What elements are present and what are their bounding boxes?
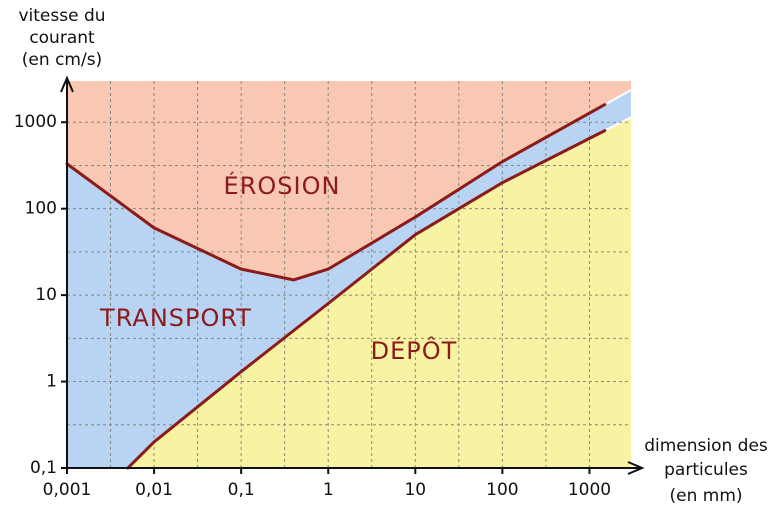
x-label: dimension des [644,436,768,456]
curves [65,103,607,470]
y-tick-label: 1000 [14,112,57,132]
x-axis-arrow [627,461,645,475]
y-label: vitesse du [18,6,105,26]
y-label: (en cm/s) [22,50,102,70]
x-tick-label: 0,01 [135,480,173,500]
region-label: ÉROSION [224,171,341,200]
y-axis-arrow [60,75,74,93]
y-label: courant [29,28,95,48]
deposit-region [127,117,632,468]
y-tick-label: 100 [25,199,57,219]
x-tick-label: 0,1 [228,480,255,500]
x-tick-label: 1 [323,480,334,500]
erosion-region [67,81,631,280]
x-label: (en mm) [669,486,742,506]
region-label: DÉPÔT [371,335,458,365]
region-boundary [604,116,632,132]
boundary-curve [126,129,607,470]
region-boundary [604,89,632,106]
y-tick-label: 1 [46,372,57,392]
regions [67,81,632,468]
axes [60,75,645,475]
x-tick-label: 10 [404,480,426,500]
x-label: particules [664,460,748,480]
y-tick-label: 0,1 [30,458,57,478]
x-tick-label: 1000 [568,480,611,500]
region-label: TRANSPORT [99,304,252,332]
x-tick-label: 0,001 [43,480,92,500]
x-tick-label: 100 [486,480,518,500]
y-tick-label: 10 [35,285,57,305]
boundary-curve [65,103,607,282]
